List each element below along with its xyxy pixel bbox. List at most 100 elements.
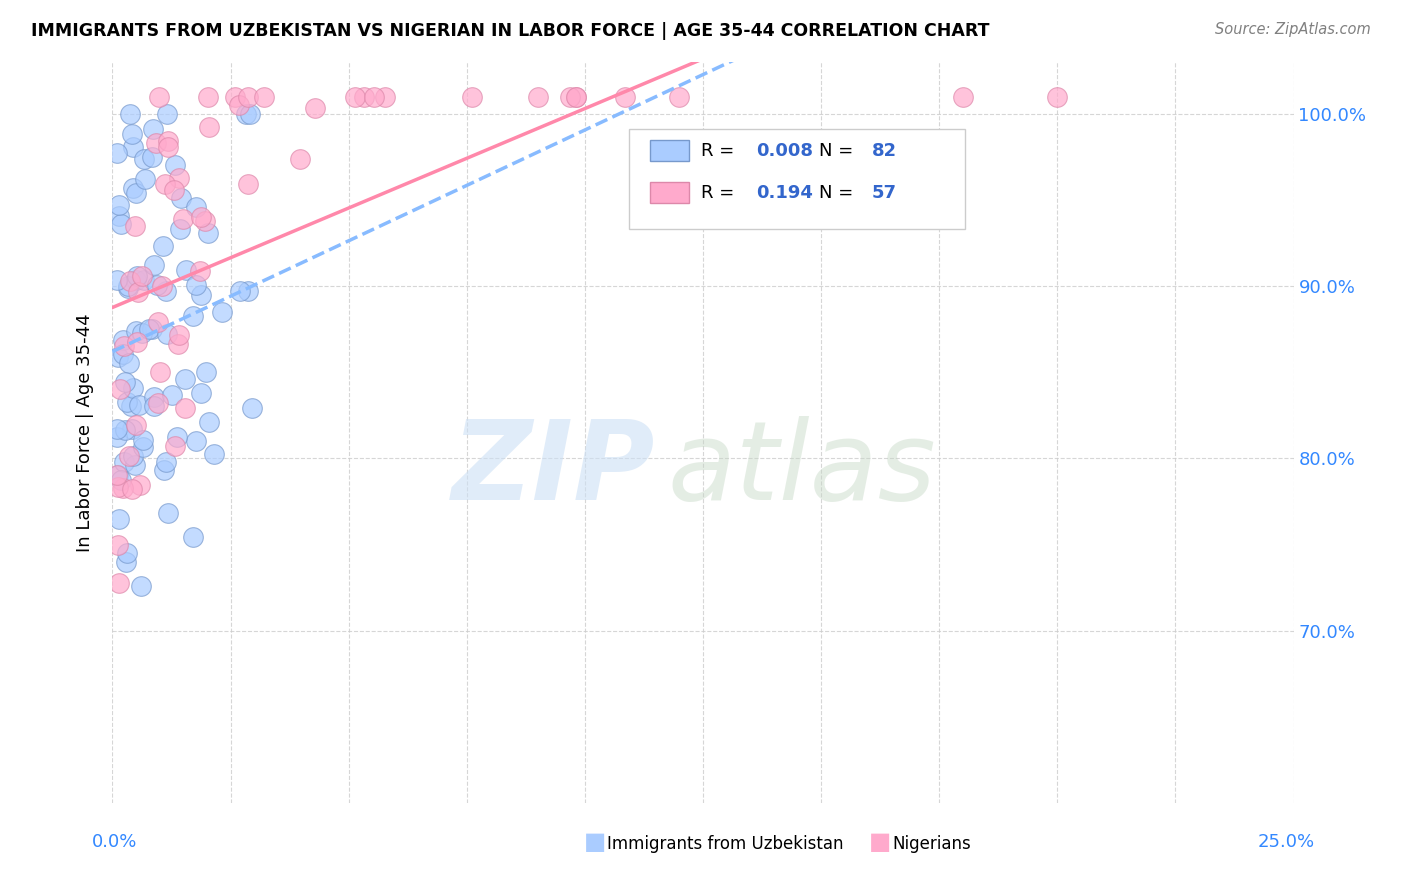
Point bbox=[240, 401, 263, 415]
Point bbox=[211, 305, 233, 319]
Text: atlas: atlas bbox=[668, 417, 936, 523]
Text: R =: R = bbox=[700, 184, 740, 202]
Point bbox=[108, 197, 131, 211]
Point bbox=[155, 285, 177, 299]
Point bbox=[143, 390, 166, 404]
Text: 25.0%: 25.0% bbox=[1257, 833, 1315, 851]
Point bbox=[668, 90, 690, 104]
Point bbox=[190, 264, 212, 278]
Point bbox=[565, 90, 588, 104]
Point bbox=[165, 439, 187, 453]
Point bbox=[197, 226, 219, 240]
Point bbox=[132, 440, 155, 454]
Point bbox=[111, 333, 134, 347]
Point bbox=[118, 356, 141, 370]
Point bbox=[127, 285, 149, 299]
Point bbox=[174, 262, 197, 277]
Point bbox=[118, 274, 141, 288]
Point bbox=[181, 530, 204, 544]
Point bbox=[110, 474, 132, 488]
Point bbox=[157, 140, 180, 154]
Point bbox=[112, 339, 135, 353]
Point bbox=[114, 423, 136, 437]
Point bbox=[121, 482, 143, 496]
Text: 0.008: 0.008 bbox=[756, 142, 813, 160]
Point bbox=[105, 422, 128, 436]
Point bbox=[131, 326, 153, 340]
Point bbox=[183, 309, 205, 323]
Point bbox=[363, 90, 385, 104]
Point bbox=[107, 468, 129, 483]
Point bbox=[253, 90, 276, 104]
Point bbox=[166, 337, 188, 351]
Point bbox=[128, 398, 150, 412]
Point bbox=[149, 365, 172, 379]
Point bbox=[167, 171, 190, 186]
Point bbox=[184, 278, 207, 293]
Point bbox=[353, 90, 375, 104]
Point bbox=[155, 454, 177, 468]
Point bbox=[115, 546, 138, 560]
Point bbox=[156, 107, 179, 121]
Point bbox=[107, 468, 129, 483]
Point bbox=[169, 327, 191, 342]
Point bbox=[138, 321, 160, 335]
Point bbox=[124, 418, 146, 433]
Point bbox=[118, 107, 141, 121]
Point bbox=[228, 98, 250, 112]
Point bbox=[173, 401, 195, 415]
Point bbox=[197, 90, 219, 104]
Point bbox=[229, 284, 252, 298]
Point bbox=[194, 213, 217, 227]
Point bbox=[125, 273, 148, 287]
Point bbox=[156, 327, 179, 342]
Point bbox=[107, 538, 129, 552]
Point bbox=[129, 478, 152, 492]
Point bbox=[190, 288, 212, 302]
Point bbox=[152, 239, 174, 253]
Point bbox=[142, 121, 165, 136]
FancyBboxPatch shape bbox=[650, 140, 689, 161]
Point bbox=[117, 280, 139, 294]
Y-axis label: In Labor Force | Age 35-44: In Labor Force | Age 35-44 bbox=[76, 313, 94, 552]
Text: 57: 57 bbox=[872, 184, 897, 202]
Text: N =: N = bbox=[818, 184, 859, 202]
Point bbox=[236, 177, 259, 191]
Point bbox=[146, 278, 169, 293]
Point bbox=[146, 315, 169, 329]
Point bbox=[111, 481, 134, 495]
Point bbox=[190, 210, 212, 224]
Point bbox=[145, 136, 167, 150]
Point bbox=[560, 90, 582, 104]
Point bbox=[238, 284, 260, 298]
Point bbox=[1046, 90, 1069, 104]
Point bbox=[131, 268, 153, 283]
Point bbox=[115, 555, 138, 569]
Point bbox=[112, 455, 135, 469]
Point bbox=[114, 376, 136, 390]
Text: R =: R = bbox=[700, 142, 740, 160]
Point bbox=[166, 430, 188, 444]
Point bbox=[165, 158, 187, 172]
Point bbox=[235, 107, 257, 121]
Point bbox=[190, 386, 212, 401]
Point bbox=[304, 101, 326, 115]
Point bbox=[105, 430, 128, 444]
Point bbox=[125, 335, 148, 350]
Point bbox=[107, 480, 129, 494]
Point bbox=[124, 458, 146, 472]
Point bbox=[124, 324, 146, 338]
Point bbox=[105, 273, 128, 287]
Point bbox=[108, 511, 131, 525]
Point bbox=[111, 347, 134, 361]
Text: 0.194: 0.194 bbox=[756, 184, 813, 202]
Point bbox=[952, 90, 974, 104]
Point bbox=[160, 388, 183, 402]
Point bbox=[120, 400, 142, 414]
Point bbox=[173, 372, 195, 386]
Point bbox=[565, 90, 588, 104]
Point bbox=[132, 273, 155, 287]
Point bbox=[172, 212, 194, 227]
Text: ZIP: ZIP bbox=[453, 417, 655, 523]
Text: Nigerians: Nigerians bbox=[893, 835, 972, 853]
